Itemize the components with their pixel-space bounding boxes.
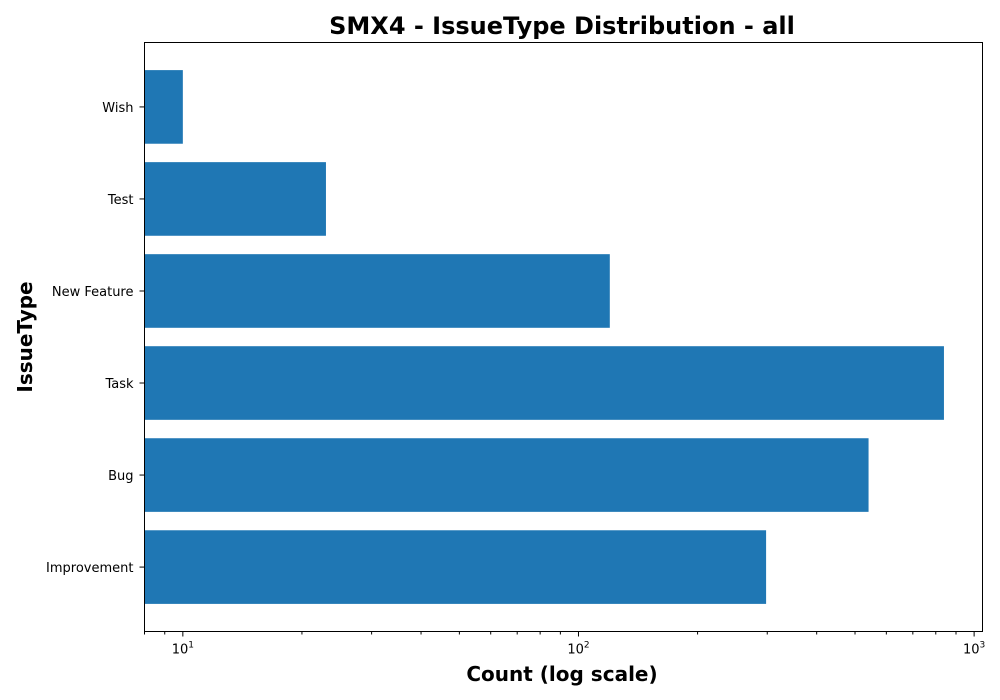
x-tick-label: 102 <box>567 641 589 658</box>
plot-frame <box>144 42 983 632</box>
x-tick-label: 103 <box>963 641 985 658</box>
bar-bug <box>144 438 869 512</box>
y-tick-label: Bug <box>108 469 133 484</box>
y-tick-label: Task <box>104 377 134 392</box>
bar-improvement <box>144 530 767 604</box>
y-tick-label: Wish <box>102 101 133 116</box>
y-axis-ticks: Improvement Bug Task New Feature Test Wish <box>46 101 145 576</box>
bar-task <box>144 346 944 420</box>
bar-wish <box>144 70 183 144</box>
y-tick-label: New Feature <box>52 285 134 300</box>
chart-title: SMX4 - IssueType Distribution - all <box>329 12 795 40</box>
bar-new-feature <box>144 254 610 328</box>
x-axis-label: Count (log scale) <box>466 662 657 686</box>
y-axis-label: IssueType <box>13 281 37 392</box>
bar-test <box>144 162 326 236</box>
bars-layer <box>144 70 944 604</box>
y-tick-label: Improvement <box>46 561 133 576</box>
x-tick-label: 101 <box>172 641 194 658</box>
x-axis-ticks: 101 102 103 <box>144 631 985 658</box>
y-tick-label: Test <box>107 193 134 208</box>
